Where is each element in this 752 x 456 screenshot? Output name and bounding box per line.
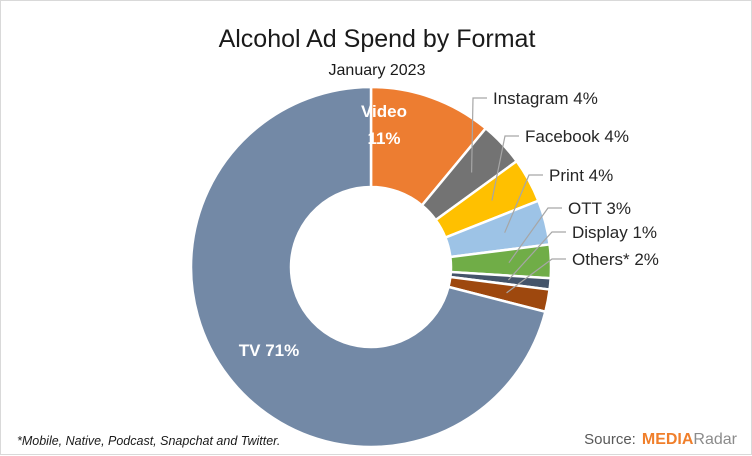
chart-title: Alcohol Ad Spend by Format: [219, 25, 536, 53]
label-print: Print 4%: [549, 166, 613, 185]
leader-lines: [470, 97, 566, 294]
footnote: *Mobile, Native, Podcast, Snapchat and T…: [17, 434, 280, 448]
slice-tv: [189, 85, 547, 449]
label-display: Display 1%: [572, 223, 657, 242]
source-label: Source:: [584, 431, 636, 448]
slice-labels: Video 11% Instagram 4% Facebook 4% Print 4% O…: [239, 89, 659, 360]
label-tv: TV 71%: [239, 341, 299, 360]
chart-subtitle: January 2023: [329, 62, 426, 79]
label-ott: OTT 3%: [568, 199, 631, 218]
brand-media: MEDIA: [642, 431, 694, 448]
leader-line-others: [506, 258, 566, 294]
donut-slices: [189, 85, 553, 449]
label-video: Video: [361, 102, 407, 121]
leader-line-display: [507, 231, 566, 281]
label-video-value: 11%: [367, 129, 400, 148]
label-instagram: Instagram 4%: [493, 89, 598, 108]
source-credit: Source: MEDIARadar: [584, 431, 738, 448]
leader-line-print: [504, 174, 543, 233]
leader-line-ott: [508, 207, 562, 264]
leader-line-instagram: [470, 97, 487, 173]
leader-line-facebook: [491, 135, 519, 201]
source-text: Source: MEDIARadar: [584, 431, 738, 448]
brand-radar: Radar: [693, 431, 737, 448]
label-others: Others* 2%: [572, 250, 659, 269]
label-facebook: Facebook 4%: [525, 127, 629, 146]
